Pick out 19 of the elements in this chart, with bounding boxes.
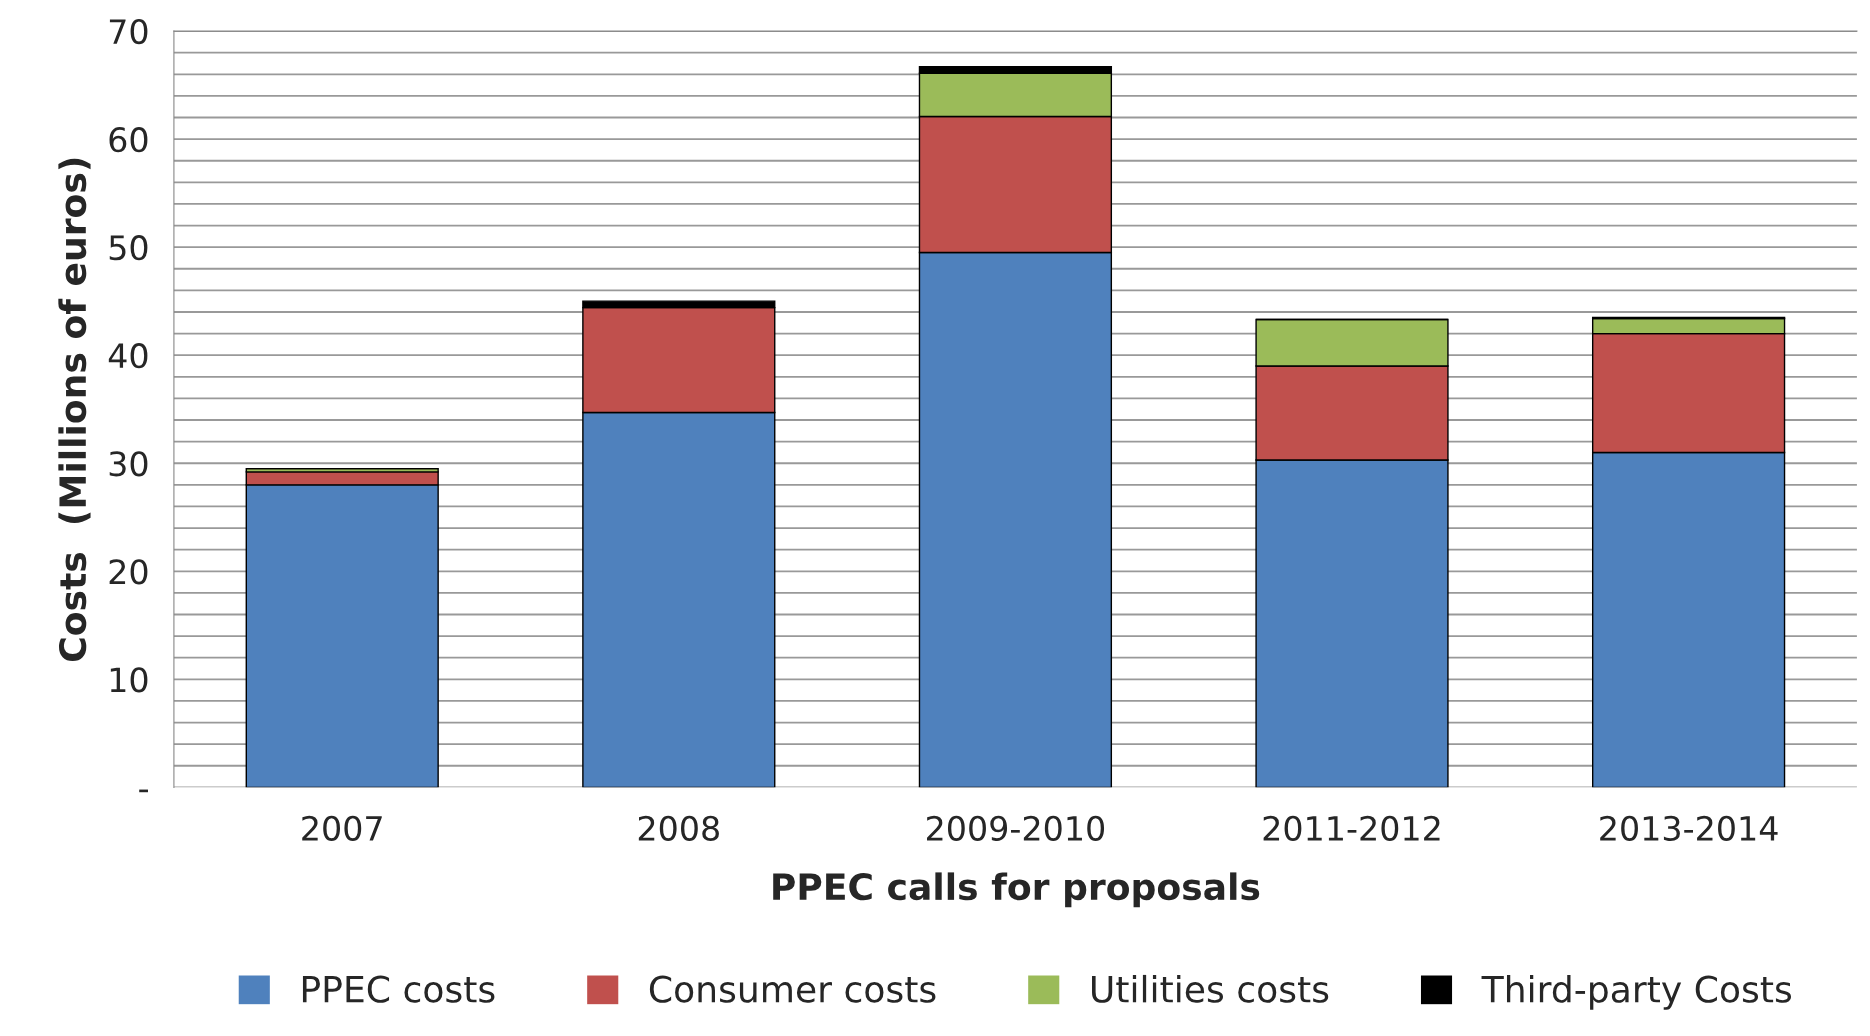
y-tick-label: 70 xyxy=(109,19,148,45)
x-axis-title: PPEC calls for proposals xyxy=(773,872,1260,908)
y-tick-label: 60 xyxy=(109,127,148,153)
y-tick-label: 50 xyxy=(109,235,148,261)
y-tick-label: - xyxy=(139,789,148,793)
x-tick-label: 2011-2012 xyxy=(1263,815,1440,841)
x-tick-label: 2013-2014 xyxy=(1600,815,1778,841)
legend-label: Third-party Costs xyxy=(1481,974,1792,1010)
x-tick-label: 2008 xyxy=(638,815,719,841)
legend-label: Utilities costs xyxy=(1092,974,1329,1003)
y-axis-title: Costs (Millions of euros) xyxy=(58,158,91,661)
y-tick-label: 10 xyxy=(110,667,148,693)
x-tick-label: 2007 xyxy=(302,815,382,841)
legend-label: Consumer costs xyxy=(649,975,936,1003)
y-tick-label: 40 xyxy=(108,343,148,369)
y-tick-label: 20 xyxy=(109,559,148,585)
y-tick-label: 30 xyxy=(109,451,148,477)
x-tick-label: 2009-2010 xyxy=(927,815,1105,841)
legend-label: PPEC costs xyxy=(302,975,495,1003)
